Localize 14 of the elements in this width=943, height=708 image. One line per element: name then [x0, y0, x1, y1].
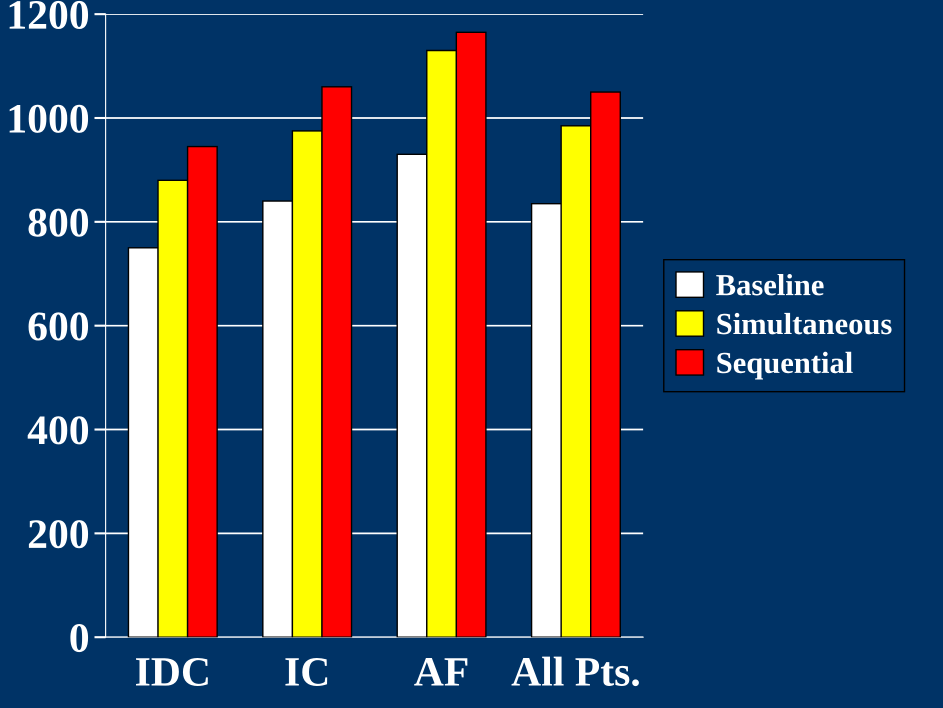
- y-tick-label: 200: [28, 520, 88, 548]
- x-tick-label: AF: [414, 658, 468, 686]
- y-tick-label: 0: [70, 624, 88, 652]
- y-tick-label: 400: [28, 416, 88, 444]
- y-tick-label: 600: [28, 312, 88, 341]
- legend-label: Simultaneous: [717, 312, 892, 334]
- y-tick-label: 800: [28, 208, 88, 237]
- y-tick-label: 1200: [10, 0, 88, 30]
- y-tick-label: 1000: [10, 104, 88, 133]
- legend-label: Baseline: [716, 274, 824, 296]
- x-tick-label: IC: [285, 658, 328, 686]
- x-tick-label: All Pts.: [512, 656, 639, 686]
- legend-label: Sequential: [717, 352, 853, 380]
- x-tick-label: IDC: [136, 658, 208, 686]
